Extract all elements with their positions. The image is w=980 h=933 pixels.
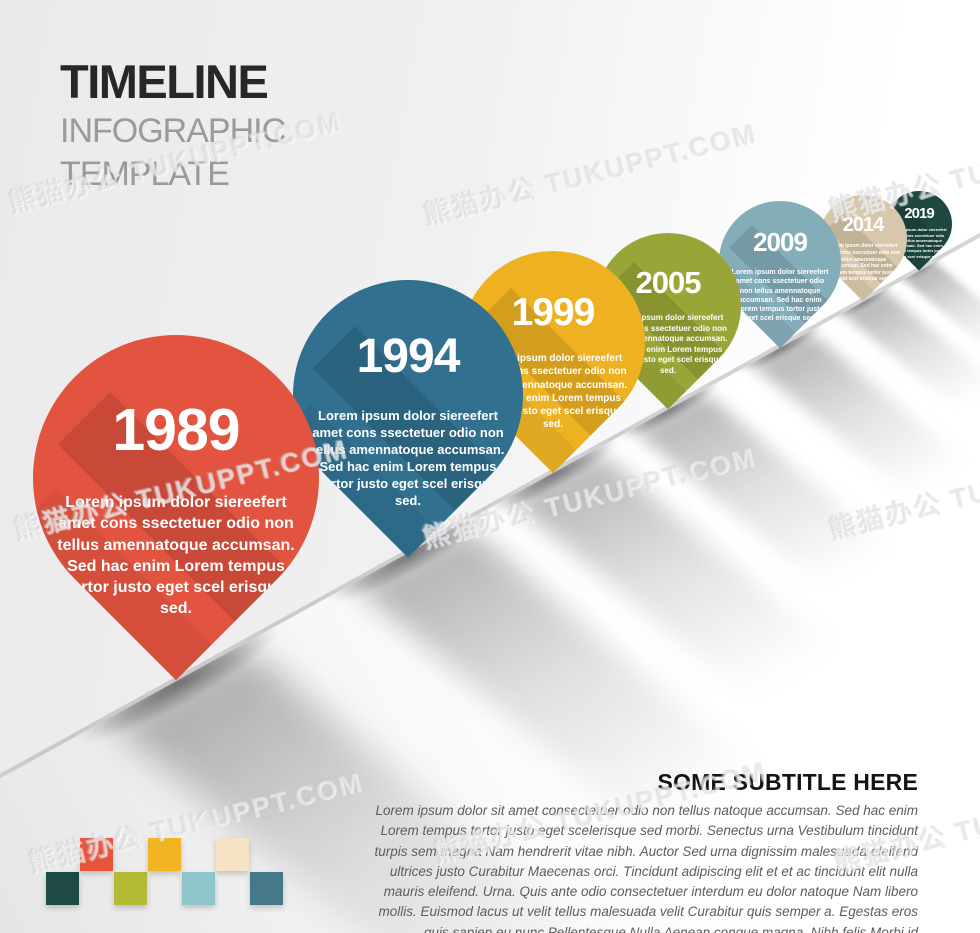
color-square	[216, 838, 249, 871]
pin-year-label: 1989	[112, 396, 240, 463]
pin-content: 1989 Lorem ipsum dolor siereefert amet co…	[0, 335, 379, 681]
page-title: TIMELINE	[60, 55, 269, 108]
pin-year-label: 1994	[356, 329, 460, 383]
watermark: 熊猫办公 TUKUPPT.COM	[420, 118, 761, 231]
pin-description: Lorem ipsum dolor siereefert amet cons s…	[311, 407, 505, 509]
pin-year-label: 2009	[753, 227, 807, 258]
color-square	[250, 872, 283, 905]
footer-heading: SOME SUBTITLE HERE	[657, 769, 918, 795]
page-subtitle-line2: TEMPLATE	[60, 155, 230, 193]
header: TIMELINE INFOGRAPHIC TEMPLATE	[60, 55, 286, 193]
color-square	[148, 838, 181, 871]
color-square	[46, 872, 79, 905]
color-square	[80, 838, 113, 871]
footer-paragraph: Lorem ipsum dolor sit amet consectetuer …	[374, 803, 918, 933]
pin-description: Lorem ipsum dolor siereefert amet cons s…	[731, 269, 829, 323]
pin-description: Lorem ipsum dolor siereefert amet cons s…	[57, 494, 295, 617]
color-square	[182, 872, 215, 905]
page-subtitle-line1: INFOGRAPHIC	[60, 112, 286, 150]
pin-content: 1994 Lorem ipsum dolor siereefert amet co…	[252, 280, 571, 558]
color-square	[114, 872, 147, 905]
